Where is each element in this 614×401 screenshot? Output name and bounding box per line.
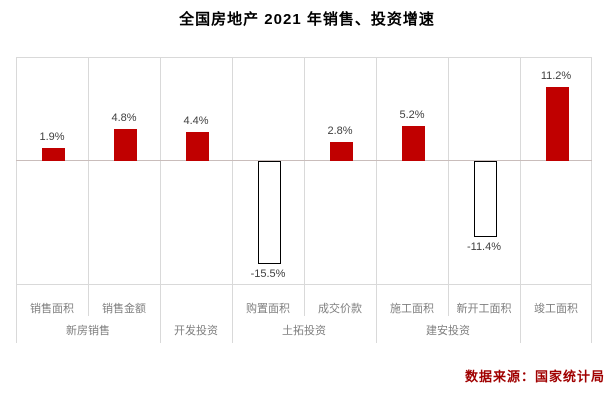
column-gridline xyxy=(88,58,89,285)
axis-separator-tall xyxy=(16,285,17,343)
bar-购置面积 xyxy=(258,161,281,264)
column-gridline xyxy=(376,58,377,285)
category-label: 成交价款 xyxy=(318,303,362,315)
chart-title: 全国房地产 2021 年销售、投资增速 xyxy=(179,11,435,28)
axis-separator-short xyxy=(88,285,89,316)
group-label: 建安投资 xyxy=(426,325,470,337)
bar-value-label: -15.5% xyxy=(250,268,286,280)
category-label: 销售面积 xyxy=(30,303,74,315)
category-label: 购置面积 xyxy=(246,303,290,315)
group-label: 土拓投资 xyxy=(282,325,326,337)
axis-separator-tall xyxy=(591,285,592,343)
category-label: 销售金额 xyxy=(102,303,146,315)
axis-separator-short xyxy=(304,285,305,316)
bar-value-label: 2.8% xyxy=(327,125,353,137)
column-gridline xyxy=(520,58,521,285)
group-label: 开发投资 xyxy=(174,325,218,337)
bar-value-label: 1.9% xyxy=(39,131,65,143)
category-label: 竣工面积 xyxy=(534,303,578,315)
bar-value-label: 4.4% xyxy=(183,115,209,127)
plot-area: 1.9% 4.8% 4.4% -15.5% 2.8% 5.2% -11.4% 11.2% xyxy=(16,57,592,285)
column-gridline xyxy=(304,58,305,285)
column-gridline xyxy=(448,58,449,285)
column-gridline xyxy=(160,58,161,285)
bar-销售面积 xyxy=(42,148,65,161)
bar-value-label: 11.2% xyxy=(540,70,572,82)
column-gridline xyxy=(232,58,233,285)
column-gridline xyxy=(591,58,592,285)
axis-separator-short xyxy=(448,285,449,316)
data-source-note: 数据来源：国家统计局 xyxy=(464,369,605,384)
group-label: 新房销售 xyxy=(66,325,110,337)
column-gridline xyxy=(16,58,17,285)
axis-separator-tall xyxy=(520,285,521,343)
category-axis: 销售面积 销售金额 购置面积 成交价款 施工面积 新开工面积 竣工面积新房销售 开发投资 土拓投… xyxy=(16,284,592,343)
axis-separator-tall xyxy=(160,285,161,343)
bar-开发投资 xyxy=(186,132,209,161)
bar-新开工面积 xyxy=(474,161,497,237)
category-label: 施工面积 xyxy=(390,303,434,315)
axis-separator-tall xyxy=(376,285,377,343)
axis-separator-tall xyxy=(232,285,233,343)
bar-value-label: 4.8% xyxy=(111,112,137,124)
bar-销售金额 xyxy=(114,129,137,161)
bar-value-label: -11.4% xyxy=(466,241,502,253)
bar-施工面积 xyxy=(402,126,425,161)
bar-竣工面积 xyxy=(546,87,569,161)
bar-value-label: 5.2% xyxy=(399,109,425,121)
category-label: 新开工面积 xyxy=(456,303,512,315)
bar-成交价款 xyxy=(330,142,353,161)
zero-baseline xyxy=(16,160,592,161)
